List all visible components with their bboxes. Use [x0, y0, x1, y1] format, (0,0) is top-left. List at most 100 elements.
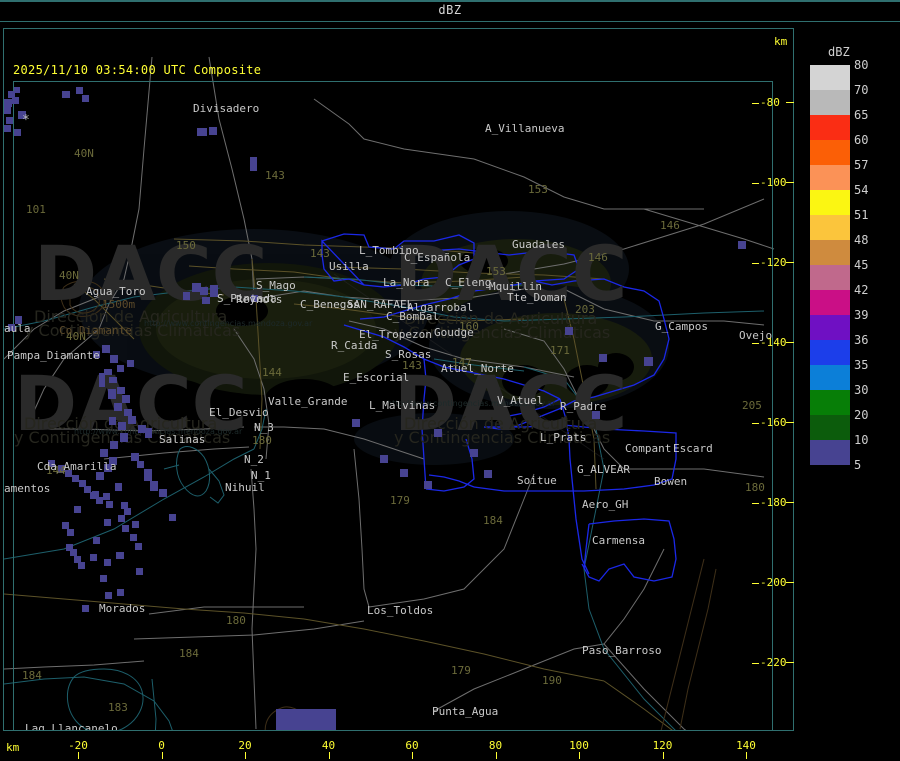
- dacc-agency-line2: y Contingencias Climáticas: [24, 321, 241, 340]
- x-axis-tick-mark: [328, 752, 330, 759]
- radar-echo-cell: [128, 416, 136, 424]
- map-place-label: Paso_Barroso: [582, 644, 662, 657]
- radar-echo-cell: [150, 481, 158, 491]
- colorbar-segment: [810, 65, 850, 90]
- map-road-label: 144: [262, 366, 282, 379]
- map-place-label: N_3: [254, 421, 274, 434]
- radar-echo-cell: [121, 502, 128, 509]
- dacc-agency-line1: Dirección de Agricultura: [404, 309, 598, 328]
- colorbar-segment: [810, 390, 850, 415]
- radar-echo-cell: [192, 283, 201, 292]
- map-place-label: S_Rosas: [385, 348, 432, 361]
- map-road-label: 153: [486, 265, 506, 278]
- radar-echo-cell: [304, 713, 332, 727]
- map-road-label: 179: [451, 664, 471, 677]
- dacc-agency-line2: y Contingencias Climáticas: [394, 428, 611, 447]
- colorbar-tick: 39: [854, 308, 869, 322]
- radar-echo-cell: [104, 559, 111, 566]
- place-label-layer: Divisadero A_Villanueva Guadales L_Tombino C…: [4, 29, 793, 730]
- radar-echo-cell: [202, 297, 210, 304]
- radar-echo-cell: [250, 157, 257, 165]
- map-place-label: R_Padre: [560, 400, 607, 413]
- map-place-label: Reynols: [236, 293, 283, 306]
- dacc-watermark: DACC: [394, 359, 628, 448]
- radar-echo-cell: [104, 369, 112, 375]
- map-place-label: Mquillin: [489, 280, 542, 293]
- radar-echo-cell: [104, 519, 111, 526]
- radar-echo-cell: [145, 428, 152, 438]
- radar-echo-cell: [599, 354, 607, 362]
- colorbar-tick: 30: [854, 383, 869, 397]
- radar-echo-cell: [118, 422, 126, 430]
- map-place-label: Valle_Grande: [268, 395, 348, 408]
- radar-echo-cell: [120, 433, 128, 442]
- map-place-label: Morados: [99, 602, 146, 615]
- colorbar-segment: [810, 265, 850, 290]
- colorbar-tick: 80: [854, 58, 869, 72]
- radar-echo-cell: [48, 460, 55, 467]
- colorbar-tick: 10: [854, 433, 869, 447]
- colorbar-tick: 54: [854, 183, 869, 197]
- colorbar-tick: 65: [854, 108, 869, 122]
- y-axis-tick-mark: [786, 102, 794, 103]
- radar-echo-cell: [90, 492, 97, 499]
- colorbar-tick: 48: [854, 233, 869, 247]
- dacc-agency-line2: y Contingencias Climáticas: [394, 323, 611, 342]
- radar-echo-layer: [4, 29, 793, 730]
- colorbar-segment: [810, 115, 850, 140]
- x-axis-tick-label: 120: [652, 739, 673, 752]
- radar-echo-cell: [4, 125, 11, 132]
- map-road-label: 184: [179, 647, 199, 660]
- radar-echo-cell: [116, 552, 124, 559]
- radar-echo-cell: [74, 556, 81, 563]
- colorbar-title: dBZ: [828, 45, 850, 59]
- colorbar-tick: 5: [854, 458, 862, 472]
- map-road-label: 180: [252, 434, 272, 447]
- x-axis-tick-label: 0: [158, 739, 165, 752]
- radar-echo-cell: [110, 441, 118, 449]
- colorbar-tick: 20: [854, 408, 869, 422]
- radar-echo-cell: [424, 481, 432, 489]
- map-road-label: 143: [402, 359, 422, 372]
- radar-echo-cell: [317, 724, 325, 730]
- radar-echo-cell: [114, 403, 122, 411]
- radar-echo-cell: [6, 117, 13, 124]
- map-road-label: 143: [310, 247, 330, 260]
- radar-echo-cell: [250, 165, 257, 171]
- radar-echo-cell: [62, 522, 69, 529]
- x-axis-tick-mark: [245, 752, 246, 759]
- radar-echo-cell: [183, 292, 190, 300]
- radar-echo-cell: [15, 316, 22, 324]
- x-axis-tick-mark: [161, 752, 163, 759]
- radar-echo-cell: [200, 287, 208, 295]
- x-axis-tick-mark: [662, 752, 664, 759]
- y-axis-tick-mark: [786, 502, 794, 503]
- radar-site-marker: *: [22, 113, 30, 128]
- map-place-label: C_Eleng: [445, 276, 492, 289]
- map-road-label: 184: [22, 669, 42, 682]
- map-place-label: N_2: [244, 453, 264, 466]
- x-axis-tick-mark: [78, 752, 79, 759]
- x-axis-tick-label: 100: [569, 739, 589, 752]
- radar-echo-cell: [109, 417, 116, 425]
- radar-echo-cell: [72, 475, 79, 482]
- map-place-label: A_Villanueva: [485, 122, 565, 135]
- map-place-label: V_Atuel: [497, 394, 544, 407]
- map-road-label: 183: [108, 701, 128, 714]
- y-axis-tick-mark: [786, 422, 794, 423]
- map-road-label: 150: [176, 239, 196, 252]
- map-place-label: Punta_Agua: [432, 705, 499, 718]
- map-place-label: Aero_GH: [582, 498, 629, 511]
- radar-echo-cell: [12, 97, 19, 104]
- y-axis-tick-label: -180: [752, 496, 787, 509]
- radar-echo-cell: [4, 107, 11, 114]
- x-axis-tick-mark: [746, 752, 747, 759]
- map-place-label: Nihuil: [225, 481, 265, 494]
- y-axis-tick-mark: [786, 662, 794, 663]
- map-road-label: 146: [588, 251, 608, 264]
- colorbar-tick: 45: [854, 258, 869, 272]
- radar-echo-cell: [131, 453, 139, 461]
- radar-echo-cell: [4, 99, 12, 107]
- map-road-label: 190: [542, 674, 562, 687]
- colorbar-segment: [810, 415, 850, 440]
